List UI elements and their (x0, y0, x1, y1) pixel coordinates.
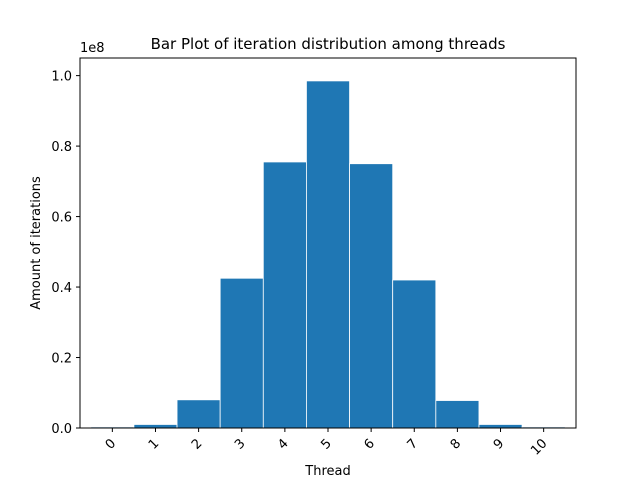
x-axis-ticks: 0 1 2 3 4 5 6 7 8 9 10 (103, 428, 550, 459)
bar-thread-5 (306, 80, 350, 429)
bar-thread-6 (349, 163, 394, 429)
x-tick-label: 2 (189, 436, 205, 452)
x-tick-label: 3 (232, 436, 248, 452)
bar-thread-7 (392, 279, 437, 429)
x-tick-label: 10 (528, 436, 550, 458)
bar-thread-3 (219, 277, 264, 429)
y-tick-label: 0.6 (51, 211, 72, 226)
plot-frame (79, 57, 577, 429)
bar-thread-1 (133, 424, 178, 429)
y-tick-label: 0.4 (51, 281, 72, 296)
x-axis-label: Thread (304, 464, 350, 479)
bar-thread-9 (478, 424, 523, 429)
x-tick-label: 5 (318, 436, 334, 452)
x-tick-label: 4 (275, 436, 291, 452)
x-tick-label: 6 (361, 436, 377, 452)
x-tick-label: 8 (448, 436, 464, 452)
y-axis-ticks: 0.0 0.2 0.4 0.6 0.8 1.0 (51, 70, 80, 437)
y-tick-label: 0.0 (51, 422, 72, 437)
y-axis-label: Amount of iterations (29, 176, 44, 310)
x-tick-label: 7 (405, 436, 421, 452)
y-tick-label: 1.0 (51, 70, 72, 85)
y-offset-label: 1e8 (80, 41, 105, 56)
x-tick-label: 1 (146, 436, 162, 452)
x-tick-label: 9 (491, 436, 507, 452)
y-tick-label: 0.2 (51, 352, 72, 367)
chart-title: Bar Plot of iteration distribution among… (151, 35, 506, 53)
y-tick-label: 0.8 (51, 140, 72, 155)
bar-thread-2 (176, 399, 221, 429)
bar-thread-8 (435, 400, 480, 429)
bar-thread-4 (262, 161, 307, 429)
x-tick-label: 0 (103, 436, 119, 452)
bars-group (90, 80, 566, 429)
